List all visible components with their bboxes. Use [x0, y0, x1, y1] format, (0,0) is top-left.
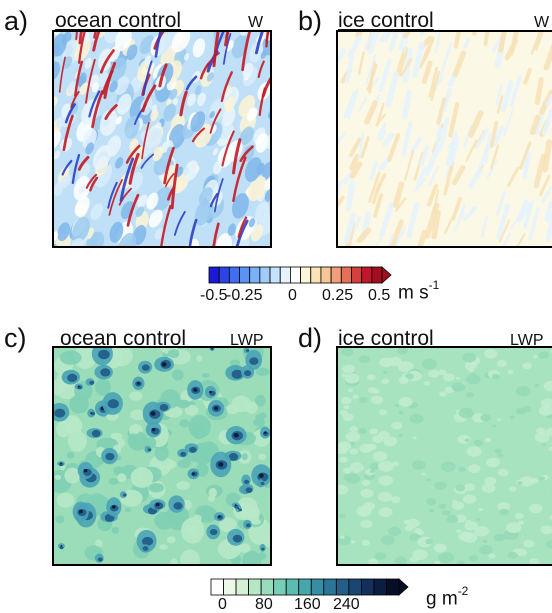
- panel-b-variable: W: [534, 14, 550, 31]
- w-tick-2: -0.25: [226, 287, 263, 304]
- panel-c-variable: LWP: [230, 332, 264, 349]
- panel-a-title: ocean control: [55, 9, 182, 32]
- panel-c-ocean-lwp-field: [52, 346, 272, 566]
- lwp-tick-2: 80: [255, 596, 273, 613]
- panel-c-title: ocean control: [60, 327, 187, 350]
- lwp-unit-label: g m-2: [426, 584, 469, 610]
- w-tick-1: -0.5: [200, 287, 228, 304]
- panel-b-title: ice control: [338, 9, 434, 32]
- w-tick-4: 0.25: [322, 287, 354, 304]
- w-tick-3: 0: [288, 287, 297, 304]
- w-unit-label: m s-1: [398, 278, 440, 304]
- panel-d-variable: LWP: [510, 332, 544, 349]
- lwp-tick-3: 160: [294, 596, 321, 613]
- panel-a-ocean-w-field: [52, 30, 272, 248]
- w-tick-5: 0.5: [368, 287, 391, 304]
- panel-b-letter: b): [298, 6, 323, 36]
- panel-a-letter: a): [4, 6, 29, 36]
- panel-d-title: ice control: [338, 327, 434, 350]
- panel-a-variable: W: [248, 14, 264, 31]
- panel-c-letter: c): [4, 323, 27, 353]
- lwp-tick-1: 0: [218, 596, 227, 613]
- lwp-tick-4: 240: [333, 596, 360, 613]
- lwp-colorbar: [210, 578, 409, 596]
- panel-d-letter: d): [298, 323, 323, 353]
- panel-b-ice-w-field: [336, 30, 552, 248]
- panel-d-ice-lwp-field: [336, 346, 552, 566]
- w-colorbar: [208, 266, 392, 284]
